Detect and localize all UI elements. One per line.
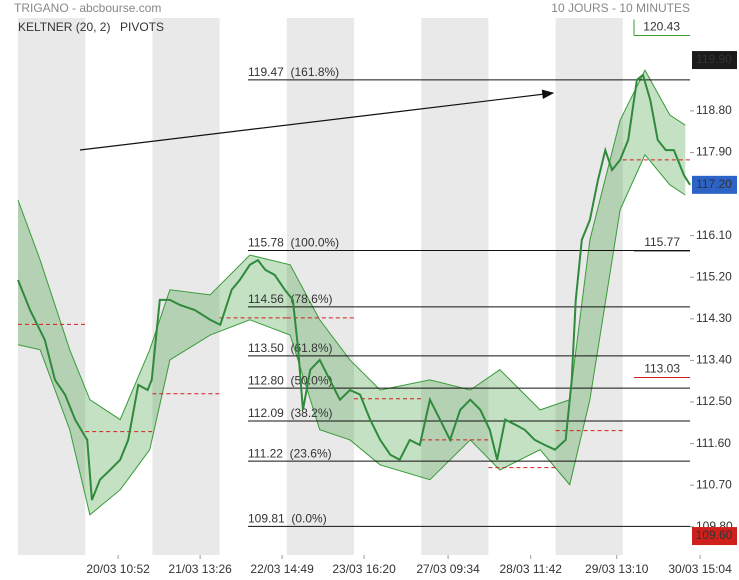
chart-title: TRIGANO - abcbourse.com (14, 1, 161, 15)
fib-label: 112.80 (50.0%) (248, 373, 333, 387)
fib-label: 109.81 (0.0%) (248, 512, 327, 526)
plot: KELTNER (20, 2) PIVOTS 118.80 117.90 116.10 1… (17, 19, 737, 576)
price-badge-label: 119.90 (696, 52, 732, 66)
fib-label: 111.22 (23.6%) (248, 446, 332, 460)
price-level-label: 115.77 (644, 235, 680, 249)
y-tick-label: 118.80 (696, 103, 732, 117)
fib-label: 115.78 (100.0%) (248, 236, 339, 250)
fib-label: 114.56 (78.6%) (248, 292, 333, 306)
fib-label: 119.47 (161.8%) (248, 65, 339, 79)
y-tick-label: 115.20 (696, 269, 732, 283)
x-tick-label: 30/03 15:04 (668, 562, 732, 576)
keltner-lower (17, 153, 686, 516)
x-tick-label: 20/03 10:52 (86, 562, 150, 576)
price-badge-label: 117.20 (696, 177, 732, 191)
y-tick-label: 113.40 (696, 353, 732, 367)
y-tick-label: 110.70 (696, 477, 732, 491)
x-tick-label: 21/03 13:26 (168, 562, 232, 576)
trend-arrow (79, 89, 555, 151)
background (18, 18, 623, 555)
y-tick-label: 111.60 (696, 436, 731, 450)
legend-entry: KELTNER (20, 2) (18, 20, 110, 34)
price-line (17, 73, 691, 501)
x-tick-label: 27/03 09:34 (416, 562, 480, 576)
day-shade (18, 18, 86, 555)
fib-label: 113.50 (61.8%) (248, 341, 333, 355)
x-tick-label: 28/03 11:42 (499, 562, 562, 576)
price-level-label: 120.43 (643, 20, 680, 34)
day-shade (152, 18, 220, 555)
y-tick-label: 112.50 (696, 394, 732, 408)
fib-label: 112.09 (38.2%) (248, 406, 333, 420)
chart-subtitle: 10 JOURS - 10 MINUTES (551, 1, 690, 15)
price-badge (692, 175, 737, 194)
keltner-upper (17, 69, 686, 421)
y-tick-label: 117.90 (696, 145, 732, 159)
day-shade (555, 18, 623, 555)
x-tick-label: 29/03 13:10 (585, 562, 649, 576)
x-tick-label: 23/03 16:20 (332, 562, 396, 576)
price-level-label: 113.03 (644, 362, 680, 376)
price-badge (692, 527, 737, 546)
legend-entry: PIVOTS (120, 20, 164, 34)
price-badge (692, 51, 737, 70)
keltner-band (18, 70, 686, 515)
y-tick-label: 116.10 (696, 228, 732, 242)
day-shade (286, 18, 354, 555)
x-tick-label: 22/03 14:49 (250, 562, 314, 576)
y-tick-label: 114.30 (696, 311, 732, 325)
price-badge-label: 109.60 (696, 528, 733, 542)
